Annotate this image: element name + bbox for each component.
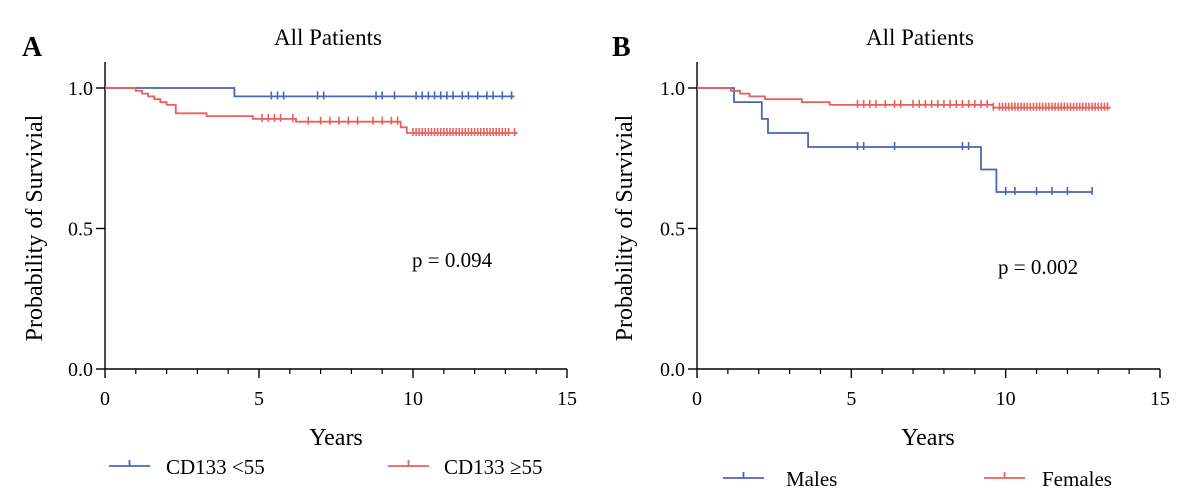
- panel-a-x-tick-label: 15: [557, 388, 577, 410]
- legend-b-label-1: Males: [786, 467, 837, 491]
- panel-a-y-tick-label: 0.5: [68, 219, 93, 241]
- legend-b-entry-1: Males: [723, 467, 837, 491]
- panel-b-series-line-1: [697, 87, 1093, 193]
- panel-b-letter: B: [612, 32, 631, 63]
- legend-a-label-2: CD133 ≥55: [444, 455, 542, 479]
- legend-a-entry-2: CD133 ≥55: [388, 455, 542, 479]
- panel-a-series-line-2: [105, 87, 518, 134]
- panel-b-title: All Patients: [866, 25, 974, 50]
- panel-a-p-value: p = 0.094: [412, 248, 493, 272]
- legend-b-label-2: Females: [1042, 467, 1112, 491]
- panel-b-series-line-2: [697, 87, 1111, 109]
- panel-b-x-tick-label: 5: [846, 388, 856, 410]
- legend-a-entry-1: CD133 <55: [109, 455, 265, 479]
- panel-a-series-line-1: [105, 87, 515, 98]
- panel-a-x-tick-label: 10: [403, 388, 423, 410]
- panel-b-ticks: 0 5 10 15 0.0 0.5 1.0: [660, 78, 1170, 410]
- legend-a-label-1: CD133 <55: [166, 455, 265, 479]
- panel-a-x-tick-label: 0: [100, 388, 110, 410]
- panel-a-series: [105, 87, 518, 136]
- panel-a-x-axis-label: Years: [309, 425, 363, 451]
- legend-b: Males Females: [723, 467, 1112, 491]
- panel-b-series: [697, 87, 1111, 195]
- panel-a-title: All Patients: [274, 25, 382, 50]
- panel-b-y-tick-label: 1.0: [660, 78, 685, 100]
- legend-a: CD133 <55 CD133 ≥55: [109, 455, 542, 479]
- panel-b-y-tick-label: 0.0: [660, 359, 685, 381]
- panel-a-letter: A: [22, 32, 43, 63]
- panel-b-p-value: p = 0.002: [998, 255, 1078, 279]
- panel-a-x-tick-label: 5: [254, 388, 264, 410]
- panel-b-y-axis-label: Probability of Survivial: [612, 114, 638, 341]
- panel-b-x-tick-label: 10: [996, 388, 1016, 410]
- panel-a-y-tick-label: 0.0: [68, 359, 93, 381]
- panel-b-x-tick-label: 0: [692, 388, 702, 410]
- panel-b-x-tick-label: 15: [1150, 388, 1170, 410]
- panel-b-x-axis-label: Years: [901, 425, 955, 451]
- panel-a-y-axis-label: Probability of Survivial: [22, 114, 48, 341]
- legend-b-entry-2: Females: [984, 467, 1112, 491]
- panel-a-ticks: 0 5 10 15 0.0 0.5 1.0: [68, 78, 577, 410]
- panel-b-y-tick-label: 0.5: [660, 219, 685, 241]
- panel-b: B All Patients Probability of Survivial …: [612, 25, 1170, 491]
- panel-a: A All Patients Probability of Survivial …: [22, 25, 577, 479]
- panel-a-y-tick-label: 1.0: [68, 78, 93, 100]
